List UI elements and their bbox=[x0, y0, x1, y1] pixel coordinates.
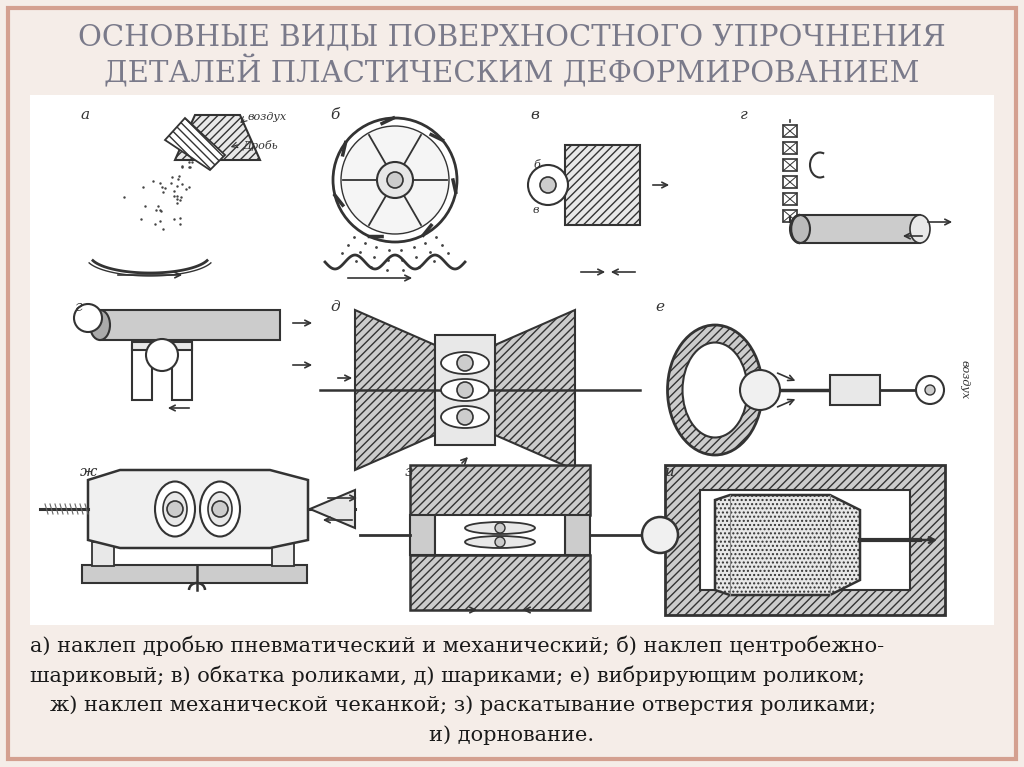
Bar bbox=[92, 542, 114, 566]
Circle shape bbox=[74, 304, 102, 332]
Bar bbox=[783, 210, 797, 222]
Polygon shape bbox=[175, 115, 260, 160]
Ellipse shape bbox=[441, 379, 489, 401]
Bar bbox=[410, 465, 590, 515]
Bar bbox=[800, 215, 920, 243]
Text: а) наклеп дробью пневматический и механический; б) наклеп центробежно-: а) наклеп дробью пневматический и механи… bbox=[30, 635, 884, 656]
Text: б: б bbox=[534, 160, 540, 170]
Bar bbox=[82, 565, 307, 583]
Text: и: и bbox=[665, 465, 675, 479]
Bar bbox=[132, 345, 152, 400]
Circle shape bbox=[495, 523, 505, 533]
Text: Дробь: Дробь bbox=[242, 140, 278, 151]
Circle shape bbox=[333, 118, 457, 242]
Polygon shape bbox=[495, 310, 575, 470]
Text: з: з bbox=[406, 465, 414, 479]
Circle shape bbox=[916, 376, 944, 404]
Text: ОСНОВНЫЕ ВИДЫ ПОВЕРХНОСТНОГО УПРОЧНЕНИЯ: ОСНОВНЫЕ ВИДЫ ПОВЕРХНОСТНОГО УПРОЧНЕНИЯ bbox=[78, 23, 946, 51]
Ellipse shape bbox=[90, 310, 110, 340]
Circle shape bbox=[341, 126, 449, 234]
Polygon shape bbox=[310, 490, 355, 528]
Ellipse shape bbox=[155, 482, 195, 536]
Bar bbox=[435, 335, 495, 445]
Text: ж: ж bbox=[80, 465, 97, 479]
Bar bbox=[410, 555, 590, 610]
Polygon shape bbox=[355, 310, 435, 470]
Ellipse shape bbox=[441, 352, 489, 374]
Circle shape bbox=[528, 165, 568, 205]
Circle shape bbox=[457, 382, 473, 398]
Bar bbox=[830, 375, 880, 405]
Text: ж) наклеп механической чеканкой; з) раскатывание отверстия роликами;: ж) наклеп механической чеканкой; з) раск… bbox=[50, 695, 877, 715]
Ellipse shape bbox=[465, 536, 535, 548]
Text: г: г bbox=[740, 108, 748, 122]
Circle shape bbox=[495, 537, 505, 547]
Polygon shape bbox=[88, 470, 308, 548]
Bar bbox=[665, 465, 945, 615]
Text: в: в bbox=[534, 205, 540, 215]
Ellipse shape bbox=[668, 325, 763, 455]
Bar bbox=[272, 542, 294, 566]
Bar bbox=[30, 95, 994, 625]
Circle shape bbox=[642, 517, 678, 553]
Bar bbox=[132, 342, 193, 350]
Text: е: е bbox=[655, 300, 664, 314]
Ellipse shape bbox=[683, 343, 748, 437]
Bar bbox=[172, 345, 193, 400]
Text: и) дорнование.: и) дорнование. bbox=[429, 725, 595, 745]
Circle shape bbox=[925, 385, 935, 395]
Bar bbox=[410, 515, 435, 555]
Bar bbox=[783, 142, 797, 154]
Circle shape bbox=[457, 409, 473, 425]
Text: ДЕТАЛЕЙ ПЛАСТИЧЕСКИМ ДЕФОРМИРОВАНИЕМ: ДЕТАЛЕЙ ПЛАСТИЧЕСКИМ ДЕФОРМИРОВАНИЕМ bbox=[104, 55, 920, 88]
Text: в: в bbox=[530, 108, 539, 122]
Ellipse shape bbox=[208, 492, 232, 526]
Circle shape bbox=[387, 172, 403, 188]
Text: б: б bbox=[330, 108, 339, 122]
Circle shape bbox=[146, 339, 178, 371]
Text: г: г bbox=[75, 300, 83, 314]
Ellipse shape bbox=[465, 522, 535, 534]
Circle shape bbox=[540, 177, 556, 193]
Polygon shape bbox=[715, 495, 860, 595]
Bar bbox=[783, 193, 797, 205]
Ellipse shape bbox=[441, 406, 489, 428]
Ellipse shape bbox=[163, 492, 187, 526]
Bar bbox=[100, 310, 280, 340]
Bar bbox=[783, 125, 797, 137]
Ellipse shape bbox=[200, 482, 240, 536]
Text: а: а bbox=[80, 108, 89, 122]
Bar bbox=[783, 176, 797, 188]
Bar bbox=[435, 515, 565, 555]
Bar bbox=[565, 145, 640, 225]
Circle shape bbox=[212, 501, 228, 517]
Text: д: д bbox=[330, 300, 340, 314]
Text: воздух: воздух bbox=[248, 112, 287, 122]
Circle shape bbox=[740, 370, 780, 410]
Bar bbox=[783, 159, 797, 171]
Text: воздух: воздух bbox=[961, 360, 970, 399]
Circle shape bbox=[457, 355, 473, 371]
Ellipse shape bbox=[790, 215, 810, 243]
Text: шариковый; в) обкатка роликами, д) шариками; е) вибрирующим роликом;: шариковый; в) обкатка роликами, д) шарик… bbox=[30, 665, 865, 686]
Bar bbox=[565, 515, 590, 555]
Ellipse shape bbox=[910, 215, 930, 243]
Bar bbox=[700, 490, 910, 590]
Circle shape bbox=[377, 162, 413, 198]
Circle shape bbox=[167, 501, 183, 517]
Polygon shape bbox=[165, 118, 225, 170]
